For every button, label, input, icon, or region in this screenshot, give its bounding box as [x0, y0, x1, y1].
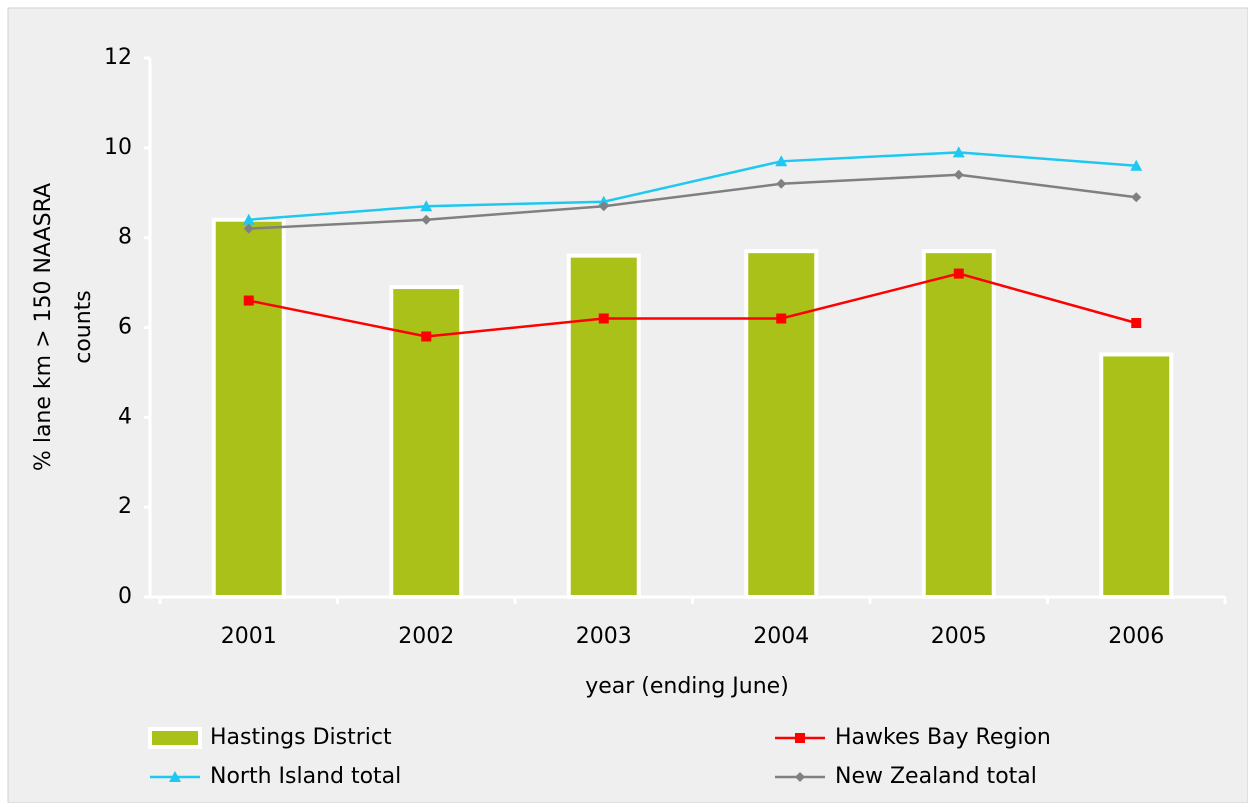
legend-marker	[169, 771, 181, 782]
y-tick-label: 0	[118, 584, 132, 609]
bar	[744, 249, 819, 599]
legend-label: New Zealand total	[835, 764, 1037, 789]
line	[248, 151, 1137, 221]
marker	[776, 178, 787, 189]
line	[248, 272, 1137, 338]
marker	[420, 200, 433, 212]
bar	[1099, 352, 1174, 600]
marker	[953, 268, 964, 279]
x-tick-label: 2005	[931, 624, 987, 649]
marker	[775, 155, 788, 167]
marker	[243, 223, 254, 234]
marker	[1131, 318, 1142, 329]
legend-marker	[795, 733, 805, 743]
line	[248, 173, 1137, 230]
marker	[243, 295, 254, 306]
bar	[566, 253, 641, 599]
marker	[598, 313, 609, 324]
y-tick-label: 2	[118, 494, 132, 519]
x-tick-label: 2002	[398, 624, 454, 649]
x-tick-label: 2006	[1108, 624, 1164, 649]
marker	[421, 331, 432, 342]
marker	[598, 201, 609, 212]
x-tick-label: 2004	[753, 624, 809, 649]
x-tick-label: 2001	[221, 624, 277, 649]
y-axis-title: counts	[71, 290, 96, 364]
y-tick-label: 10	[104, 135, 132, 160]
bar	[921, 249, 996, 599]
x-axis-title: year (ending June)	[585, 674, 789, 699]
marker	[776, 313, 787, 324]
marker	[242, 213, 255, 225]
marker	[952, 146, 965, 158]
marker	[421, 214, 432, 225]
y-tick-label: 6	[118, 315, 132, 340]
marker	[1131, 192, 1142, 203]
legend-marker	[795, 772, 805, 782]
x-tick-label: 2003	[576, 624, 632, 649]
bar	[211, 217, 286, 599]
y-tick-label: 4	[118, 404, 132, 429]
y-tick-label: 12	[104, 45, 132, 70]
legend-swatch	[148, 727, 202, 749]
legend-label: Hawkes Bay Region	[835, 725, 1051, 750]
marker	[1130, 159, 1143, 171]
legend-label: Hastings District	[210, 725, 392, 750]
y-tick-label: 8	[118, 225, 132, 250]
legend-label: North Island total	[210, 764, 401, 789]
y-axis-title: % lane km > 150 NAASRA	[31, 183, 56, 471]
marker	[953, 169, 964, 180]
